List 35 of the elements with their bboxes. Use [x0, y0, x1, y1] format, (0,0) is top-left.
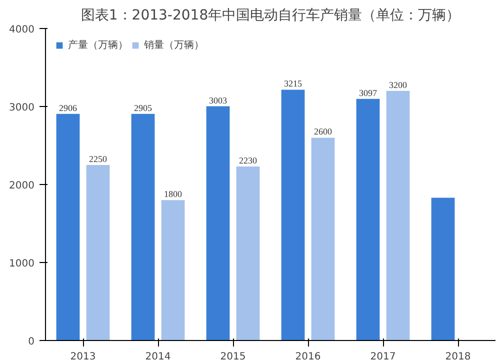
bar: [386, 90, 410, 340]
bar: [131, 114, 155, 340]
y-tick-label: 4000: [9, 24, 35, 36]
bar: [356, 98, 380, 340]
data-label: 2230: [239, 156, 258, 166]
x-tick-label: 2014: [145, 352, 171, 362]
data-label: 1800: [164, 189, 182, 200]
data-label: 3215: [284, 78, 302, 89]
data-label: 3097: [359, 88, 378, 98]
bar: [206, 106, 230, 340]
y-tick-label: 3000: [9, 102, 35, 114]
x-tick-label: 2018: [445, 352, 471, 362]
data-label: 3200: [389, 80, 408, 90]
x-tick-label: 2017: [370, 352, 396, 362]
chart-title: 图表1：2013-2018年中国电动自行车产销量（单位：万辆）: [80, 8, 460, 24]
legend-label: 销量（万辆）: [144, 39, 204, 52]
data-label: 3003: [209, 95, 228, 106]
bar: [56, 114, 80, 340]
x-tick-label: 2013: [70, 352, 96, 362]
y-tick-label: 0: [28, 336, 35, 348]
data-label: 2905: [134, 102, 152, 113]
y-tick-label: 2000: [9, 180, 35, 192]
data-label: 2250: [89, 154, 108, 164]
bar: [161, 200, 185, 340]
bar: [431, 198, 455, 340]
bar: [236, 166, 260, 340]
y-tick-label: 1000: [9, 258, 35, 270]
x-tick-label: 2016: [295, 352, 321, 362]
data-label: 2906: [59, 102, 78, 113]
bar: [281, 90, 305, 340]
bar: [311, 138, 335, 340]
bar: [86, 165, 110, 340]
x-tick-label: 2015: [220, 352, 246, 362]
legend-label: 产量（万辆）: [68, 38, 128, 52]
data-label: 2600: [314, 126, 332, 137]
